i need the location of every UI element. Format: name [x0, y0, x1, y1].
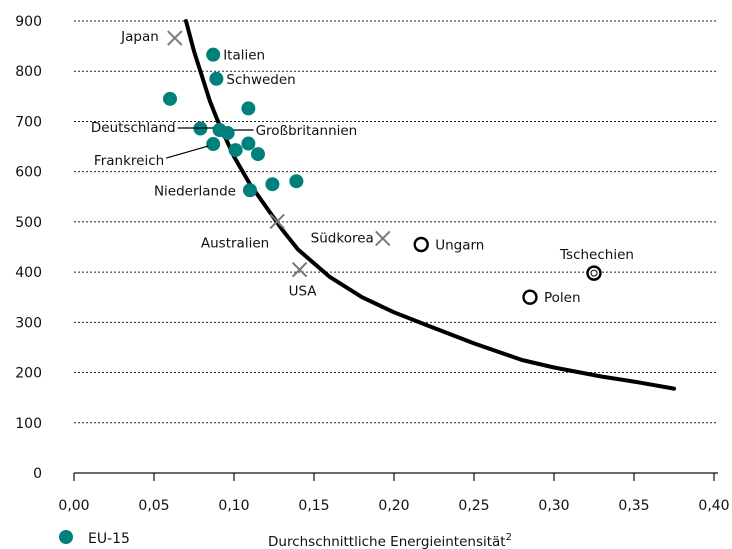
y-tick-label-800: 800 [15, 64, 42, 80]
x-tick-label-4: 0,20 [378, 498, 409, 514]
cross-marker-usa [291, 261, 308, 278]
y-tick-label-600: 600 [15, 165, 42, 181]
point-label-sdkorea: Südkorea [311, 230, 374, 246]
cross-stroke-b [375, 230, 391, 247]
curve-line [184, 19, 676, 391]
eu15-point-s0-10 [251, 147, 265, 162]
x-axis-title: Durchschnittliche Energieintensität2 [268, 532, 512, 549]
leader-line-frankreich [166, 145, 209, 159]
fitted-curve [184, 19, 676, 391]
point-label-australien: Australien [201, 235, 269, 251]
x-tick-label-3: 0,15 [298, 498, 329, 514]
gridlines [74, 20, 718, 424]
eu15-point-italien [206, 47, 221, 62]
legend: EU-15 [59, 530, 130, 547]
cross-marker-sdkorea [375, 230, 391, 247]
cross-marker-australien [269, 213, 285, 230]
x-tick-label-2: 0,10 [218, 498, 249, 514]
x-tick-label-0: 0,00 [58, 498, 89, 514]
open-point-inner-tschechien [590, 269, 598, 277]
cross-stroke-b [291, 261, 308, 278]
point-label-italien: Italien [223, 48, 265, 64]
y-tick-label-400: 400 [15, 265, 42, 281]
point-label-schweden: Schweden [226, 72, 295, 88]
eu15-point-niederlande [243, 183, 257, 198]
point-labels: Italien Schweden Deutschland Großbritannien… [91, 29, 634, 306]
eu15-point-frankreich [206, 137, 221, 152]
x-tick-label-1: 0,05 [138, 498, 169, 514]
point-label-tschechien: Tschechien [559, 247, 634, 263]
y-tick-label-700: 700 [15, 114, 42, 130]
cross-stroke-b [269, 213, 285, 230]
open-point-ungarn [413, 236, 429, 253]
point-label-grobritannien: Großbritannien [256, 123, 358, 139]
point-label-japan: Japan [120, 29, 159, 45]
y-tick-label-500: 500 [15, 215, 42, 231]
eu15-point-s0-8 [228, 143, 243, 158]
point-label-polen: Polen [544, 290, 581, 306]
x-tick-label-6: 0,30 [538, 498, 569, 514]
legend-eu15-marker [59, 530, 73, 544]
open-point-polen [522, 289, 538, 305]
cross-marker-japan [167, 30, 183, 46]
axes: 0 100 200 300 400 500 600 700 800 900 0,00 0,05 0,10… [15, 14, 729, 514]
point-label-deutschland: Deutschland [91, 120, 176, 136]
y-tick-label-900: 900 [15, 14, 42, 30]
cross-stroke-b [167, 30, 183, 46]
legend-eu15-label: EU-15 [88, 531, 130, 547]
open-point-tschechien [586, 265, 602, 281]
eu15-point-s0-12 [265, 177, 280, 192]
eu15-point-s0-9 [241, 136, 256, 151]
eu15-point-schweden [209, 71, 224, 86]
y-tick-label-300: 300 [15, 315, 42, 331]
y-tick-label-0: 0 [33, 466, 42, 482]
eu15-point-s0-13 [289, 174, 304, 189]
x-tick-label-5: 0,25 [458, 498, 489, 514]
eu15-point-s0-3 [241, 101, 256, 116]
point-label-ungarn: Ungarn [435, 237, 484, 253]
data-markers [163, 30, 602, 305]
point-label-niederlande: Niederlande [154, 183, 236, 199]
x-tick-label-7: 0,35 [618, 498, 649, 514]
eu15-point-s0-0 [163, 91, 177, 106]
point-label-frankreich: Frankreich [94, 153, 164, 169]
y-tick-label-200: 200 [15, 366, 42, 382]
y-tick-label-100: 100 [15, 416, 42, 432]
point-label-usa: USA [289, 284, 318, 300]
eu15-point-grobritannien [220, 126, 235, 141]
x-tick-label-8: 0,40 [698, 498, 729, 514]
